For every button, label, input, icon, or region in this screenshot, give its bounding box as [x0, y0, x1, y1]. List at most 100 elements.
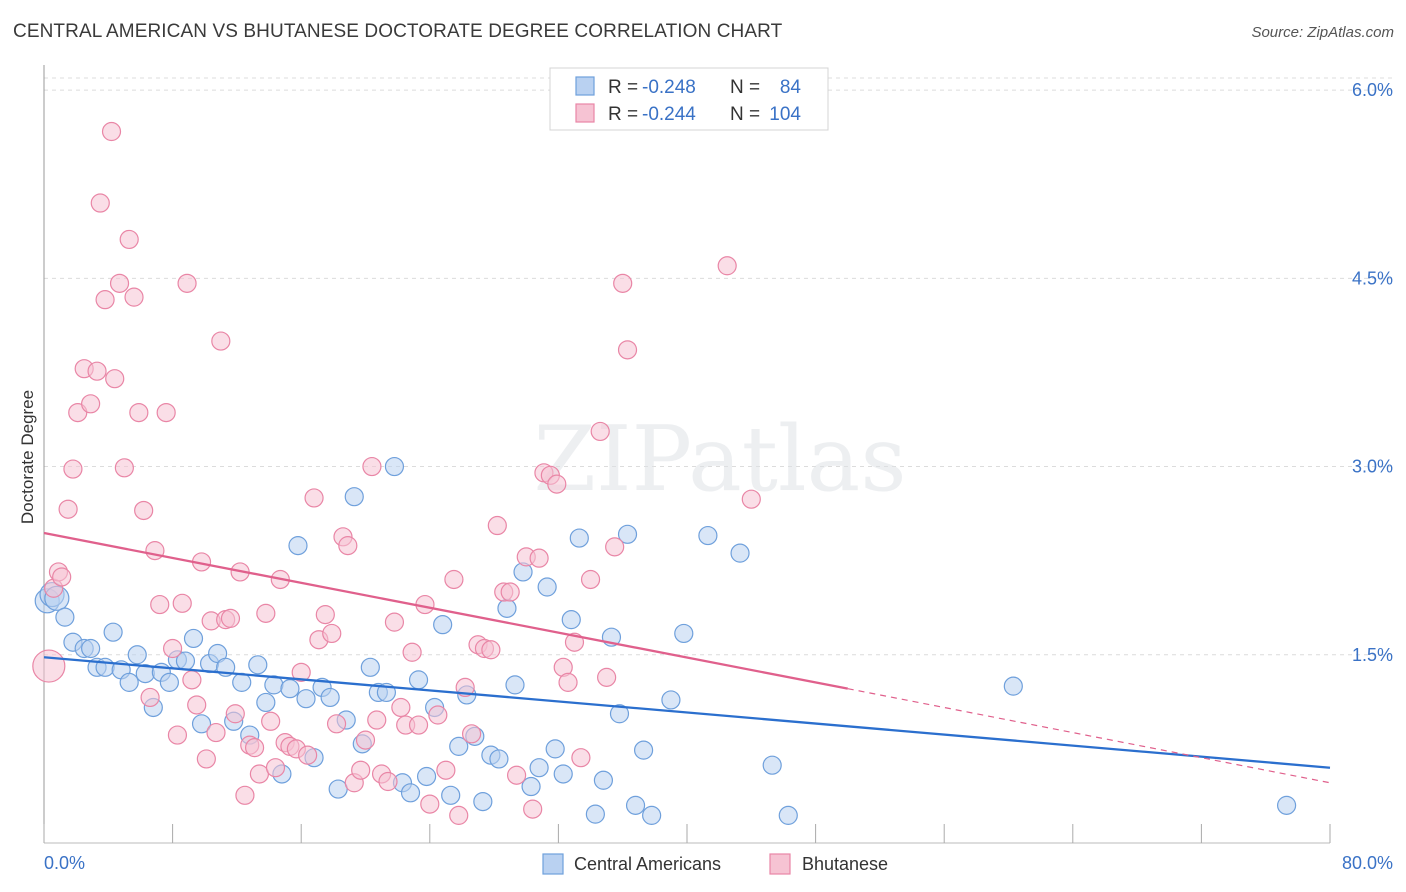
x-ticks	[43, 824, 1331, 843]
point-central-americans-32	[288, 536, 308, 556]
point-bhutanese-8	[81, 394, 101, 414]
point-bhutanese-78	[461, 724, 482, 744]
point-central-americans-25	[232, 672, 252, 692]
point-central-americans-55	[473, 791, 493, 812]
point-bhutanese-95	[571, 748, 591, 768]
point-central-americans-47	[408, 670, 429, 690]
point-central-americans-6	[81, 638, 101, 659]
point-bhutanese-19	[134, 500, 154, 521]
point-bhutanese-98	[597, 667, 617, 687]
point-bhutanese-85	[507, 765, 527, 785]
trend-line-extension-bhutanese	[847, 688, 1331, 784]
point-bhutanese-77	[455, 677, 475, 698]
stats-swatch-central-americans	[575, 76, 595, 96]
point-bhutanese-93	[558, 672, 578, 692]
point-central-americans-48	[416, 766, 437, 787]
point-central-americans-41	[360, 657, 380, 677]
point-bhutanese-76	[449, 805, 469, 825]
point-central-americans-51	[441, 785, 461, 805]
point-central-americans-33	[296, 689, 316, 709]
point-bhutanese-43	[256, 603, 276, 623]
x-tick-label-start: 0.0%	[44, 853, 85, 873]
point-central-americans-50	[433, 615, 453, 635]
point-bhutanese-62	[362, 456, 382, 477]
point-bhutanese-52	[304, 488, 324, 508]
point-bhutanese-36	[220, 608, 241, 628]
point-bhutanese-41	[244, 738, 265, 758]
point-bhutanese-20	[140, 687, 160, 708]
point-bhutanese-4	[58, 499, 78, 519]
point-bhutanese-99	[605, 537, 625, 557]
point-bhutanese-56	[326, 714, 347, 734]
point-central-americans-3	[55, 607, 75, 627]
point-bhutanese-39	[235, 785, 255, 805]
trend-line-central-americans	[43, 656, 1331, 769]
point-central-americans-66	[561, 610, 581, 630]
point-central-americans-19	[183, 628, 204, 649]
trend-line-bhutanese	[43, 531, 848, 690]
point-bhutanese-10	[90, 193, 110, 213]
y-tick-label-2: 4.5%	[1352, 268, 1393, 288]
legend-label-central-americans: Central Americans	[574, 854, 721, 874]
point-central-americans-72	[617, 524, 638, 544]
stats-n-value-2: 104	[769, 104, 801, 125]
point-bhutanese-91	[547, 474, 567, 494]
point-bhutanese-55	[322, 623, 342, 644]
point-bhutanese-0	[32, 649, 66, 683]
y-tick-label-1: 3.0%	[1352, 457, 1393, 477]
point-central-americans-46	[400, 783, 421, 803]
point-bhutanese-74	[436, 760, 456, 780]
point-bhutanese-58	[338, 536, 358, 556]
stats-r-label-1: R =	[608, 77, 638, 98]
point-bhutanese-21	[145, 541, 165, 561]
point-bhutanese-33	[206, 722, 226, 743]
point-bhutanese-88	[529, 548, 549, 568]
point-central-americans-61	[521, 776, 541, 797]
stats-swatch-bhutanese	[575, 103, 595, 123]
point-bhutanese-66	[384, 612, 405, 632]
point-bhutanese-31	[196, 749, 216, 769]
point-bhutanese-9	[87, 361, 107, 381]
point-central-americans-44	[384, 456, 405, 477]
trend-lines	[43, 531, 1331, 784]
point-central-americans-59	[505, 675, 525, 695]
point-central-americans-20	[191, 714, 212, 734]
stats-r-value-1: -0.248	[642, 77, 696, 98]
point-bhutanese-12	[101, 121, 122, 142]
point-bhutanese-75	[444, 569, 464, 590]
legend-swatch-bhutanese	[769, 853, 791, 875]
point-bhutanese-101	[617, 340, 638, 360]
point-central-americans-12	[127, 645, 147, 665]
stats-n-label-1: N =	[730, 77, 760, 98]
y-axis-label: Doctorate Degree	[18, 390, 37, 524]
series-legend: Central Americans Bhutanese	[542, 853, 888, 875]
point-central-americans-80	[762, 755, 782, 775]
point-bhutanese-81	[481, 640, 501, 660]
point-bhutanese-3	[52, 567, 72, 587]
point-central-americans-11	[119, 672, 139, 692]
point-central-americans-52	[449, 736, 469, 756]
point-bhutanese-45	[265, 758, 286, 778]
y-tick-label-0: 1.5%	[1352, 645, 1393, 665]
point-central-americans-27	[248, 655, 268, 675]
points	[32, 121, 1297, 825]
point-central-americans-73	[625, 795, 646, 815]
point-bhutanese-25	[167, 725, 188, 745]
point-central-americans-63	[537, 577, 557, 597]
point-bhutanese-82	[487, 515, 507, 536]
point-bhutanese-100	[613, 273, 633, 293]
point-central-americans-28	[256, 692, 276, 713]
point-bhutanese-26	[172, 593, 192, 613]
point-central-americans-39	[344, 487, 364, 507]
point-bhutanese-11	[95, 290, 115, 310]
point-bhutanese-50	[291, 662, 311, 682]
point-bhutanese-18	[129, 402, 149, 423]
point-bhutanese-37	[225, 704, 245, 724]
stats-r-label-2: R =	[608, 104, 638, 125]
point-bhutanese-96	[580, 569, 601, 590]
y-tick-label-3: 6.0%	[1352, 80, 1393, 100]
point-central-americans-31	[280, 679, 300, 699]
point-central-americans-81	[778, 805, 798, 825]
point-bhutanese-5	[63, 459, 83, 479]
point-bhutanese-13	[105, 369, 125, 389]
